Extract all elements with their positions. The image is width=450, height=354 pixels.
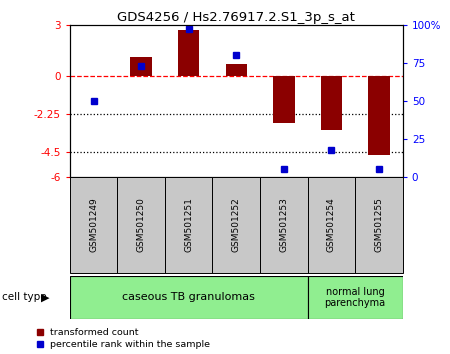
Text: GSM501253: GSM501253 — [279, 197, 288, 252]
Text: ▶: ▶ — [40, 292, 49, 302]
Bar — [178, 30, 199, 75]
Bar — [70, 177, 117, 273]
Title: GDS4256 / Hs2.76917.2.S1_3p_s_at: GDS4256 / Hs2.76917.2.S1_3p_s_at — [117, 11, 355, 24]
Text: GSM501250: GSM501250 — [137, 197, 146, 252]
Bar — [321, 75, 342, 130]
Text: GSM501252: GSM501252 — [232, 198, 241, 252]
Text: caseous TB granulomas: caseous TB granulomas — [122, 292, 255, 302]
Bar — [70, 276, 308, 319]
Bar — [368, 75, 390, 155]
Legend: transformed count, percentile rank within the sample: transformed count, percentile rank withi… — [36, 329, 211, 349]
Text: GSM501249: GSM501249 — [89, 198, 98, 252]
Text: GSM501255: GSM501255 — [374, 197, 383, 252]
Bar — [260, 177, 308, 273]
Bar — [308, 276, 403, 319]
Text: GSM501254: GSM501254 — [327, 198, 336, 252]
Bar — [212, 177, 260, 273]
Text: GSM501251: GSM501251 — [184, 197, 193, 252]
Bar — [225, 64, 247, 75]
Bar — [273, 75, 294, 123]
Bar — [165, 177, 212, 273]
Text: cell type: cell type — [2, 292, 47, 302]
Bar — [130, 57, 152, 75]
Text: normal lung
parenchyma: normal lung parenchyma — [324, 286, 386, 308]
Bar — [308, 177, 355, 273]
Bar — [117, 177, 165, 273]
Bar — [355, 177, 403, 273]
